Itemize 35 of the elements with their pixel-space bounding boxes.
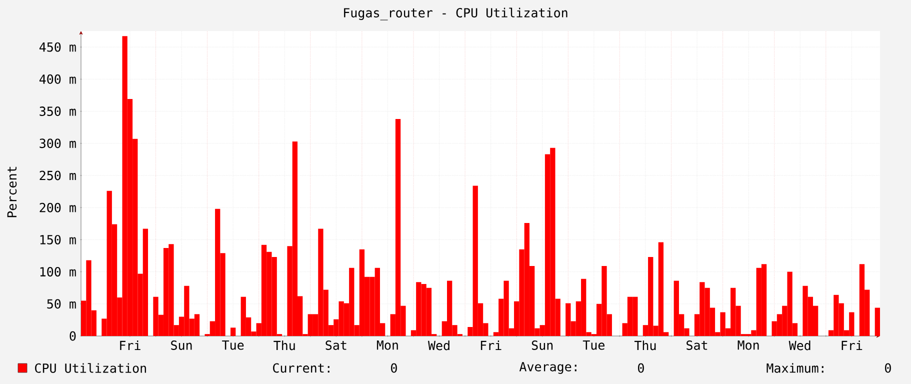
y-tick-label: 350 m	[40, 106, 76, 116]
x-tick-label: Fri	[120, 340, 140, 350]
x-tick-label: Mon	[738, 340, 759, 350]
x-tick-label: Thu	[274, 340, 295, 350]
x-tick-label: Wed	[788, 340, 810, 350]
text: 0	[638, 363, 644, 373]
text: Average:	[519, 362, 576, 374]
legend-label: CPU Utilization	[35, 363, 146, 373]
x-tick-label: Sat	[686, 340, 708, 350]
x-tick-label: Tue	[222, 340, 244, 350]
text: Maximum:	[766, 363, 824, 373]
y-tick-label: 250 m	[40, 170, 76, 180]
x-tick-label: Fri	[480, 340, 502, 350]
y-tick-label: 150 m	[40, 234, 76, 244]
x-tick-label: Wed	[428, 340, 450, 350]
text: Current:	[273, 363, 330, 373]
y-axis-title: Percent	[7, 166, 17, 218]
x-tick-label: Sun	[532, 340, 553, 350]
y-tick-label: 100 m	[40, 267, 76, 277]
y-tick-label: 450 m	[39, 42, 76, 52]
y-tick-label: 50 m	[47, 299, 76, 309]
x-tick-label: Thu	[634, 340, 656, 350]
x-tick-label: Sat	[326, 340, 346, 350]
x-tick-label: Sun	[171, 340, 192, 350]
chart-title: Fugas_router - CPU Utilization	[344, 8, 568, 20]
text: 0	[391, 363, 397, 373]
y-tick-label: 400 m	[39, 74, 76, 84]
y-tick-label: 200 m	[40, 202, 76, 212]
text: 0	[885, 363, 891, 373]
y-tick-label: 300 m	[40, 138, 76, 148]
bar	[230, 328, 236, 336]
x-tick-label: Fri	[842, 340, 862, 350]
x-tick-label: Mon	[376, 340, 398, 350]
x-tick-label: Tue	[582, 340, 604, 350]
y-tick-label: 0	[70, 331, 76, 341]
